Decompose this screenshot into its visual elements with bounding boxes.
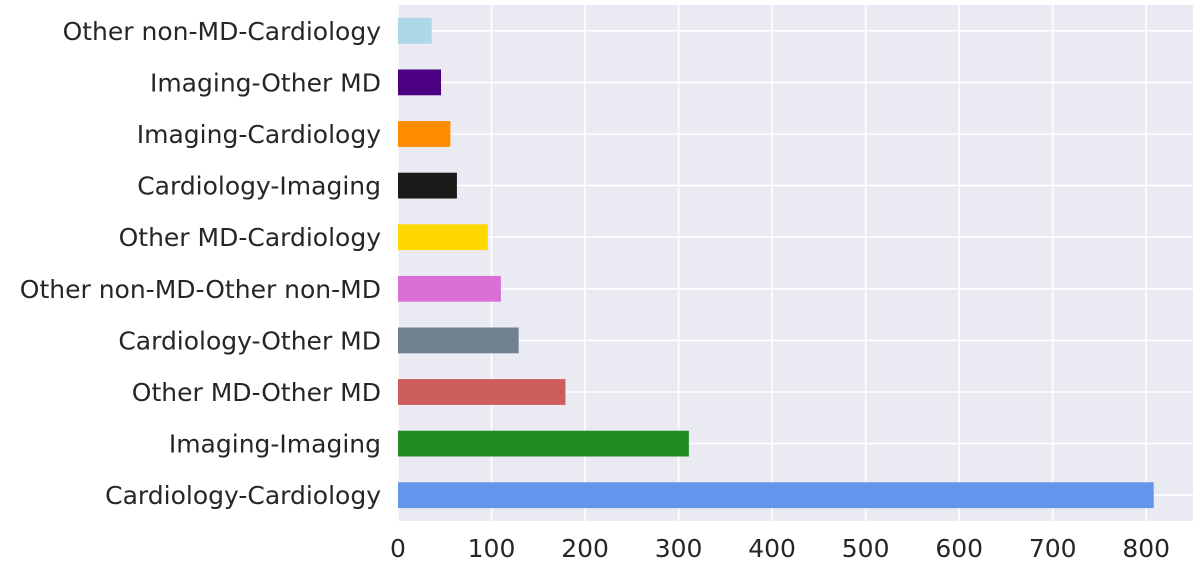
category-label: Other non-MD-Other non-MD bbox=[20, 275, 381, 304]
bar bbox=[398, 327, 519, 354]
bar bbox=[398, 224, 488, 251]
bar bbox=[398, 379, 566, 405]
x-tick-label: 400 bbox=[748, 534, 796, 563]
x-tick-label: 600 bbox=[935, 534, 983, 563]
x-tick-label: 200 bbox=[561, 534, 609, 563]
bar bbox=[398, 17, 432, 44]
category-label: Cardiology-Imaging bbox=[137, 172, 381, 201]
category-label: Cardiology-Other MD bbox=[118, 326, 381, 355]
x-axis-ticks: 0 100 200 300 400 500 600 700 800 bbox=[390, 534, 1170, 563]
bar bbox=[398, 121, 451, 147]
category-label: Other MD-Other MD bbox=[132, 378, 381, 407]
category-label: Other non-MD-Cardiology bbox=[63, 17, 382, 46]
x-tick-label: 300 bbox=[655, 534, 703, 563]
x-tick-label: 700 bbox=[1029, 534, 1077, 563]
category-label: Imaging-Cardiology bbox=[137, 120, 381, 149]
bar bbox=[398, 172, 457, 199]
category-labels: Cardiology-Cardiology Imaging-Imaging Othe… bbox=[20, 17, 381, 510]
x-tick-label: 500 bbox=[842, 534, 890, 563]
x-tick-label: 0 bbox=[390, 534, 406, 563]
bar bbox=[398, 69, 442, 96]
category-label: Imaging-Imaging bbox=[169, 430, 381, 459]
bar bbox=[398, 430, 689, 457]
bar bbox=[398, 275, 501, 302]
x-tick-label: 800 bbox=[1122, 534, 1170, 563]
bars bbox=[398, 17, 1154, 509]
category-label: Imaging-Other MD bbox=[150, 68, 381, 97]
bar bbox=[398, 482, 1154, 509]
category-label: Cardiology-Cardiology bbox=[105, 481, 381, 510]
x-tick-label: 100 bbox=[468, 534, 516, 563]
category-label: Other MD-Cardiology bbox=[119, 223, 382, 252]
